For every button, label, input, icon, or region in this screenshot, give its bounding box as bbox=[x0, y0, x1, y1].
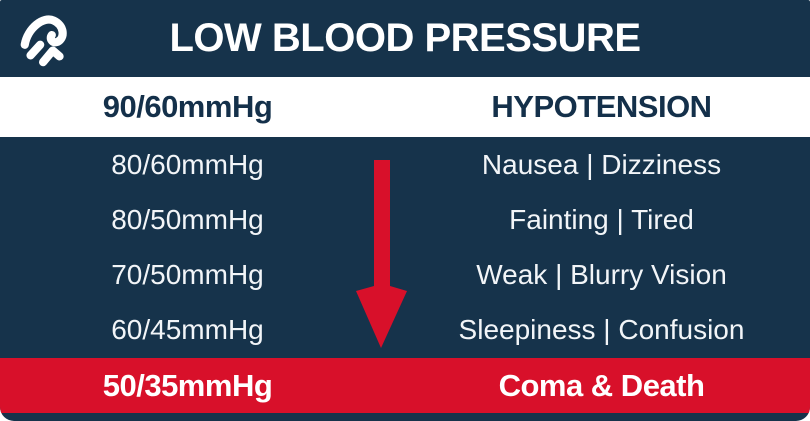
bp-reading: 70/50mmHg bbox=[111, 259, 264, 291]
page-title: LOW BLOOD PRESSURE bbox=[169, 16, 641, 60]
bp-reading: 60/45mmHg bbox=[111, 314, 264, 346]
bp-symptoms: Weak | Blurry Vision bbox=[476, 259, 727, 291]
threshold-label: HYPOTENSION bbox=[491, 89, 712, 124]
symptom-rows: 80/60mmHg Nausea | Dizziness 80/50mmHg F… bbox=[0, 137, 810, 358]
bp-reading: 80/50mmHg bbox=[111, 203, 264, 235]
header: LOW BLOOD PRESSURE bbox=[0, 0, 810, 77]
bp-symptoms: Nausea | Dizziness bbox=[481, 148, 722, 180]
danger-label: Coma & Death bbox=[498, 367, 705, 403]
table-row: 70/50mmHg Weak | Blurry Vision bbox=[0, 248, 810, 303]
table-row: 80/50mmHg Fainting | Tired bbox=[0, 192, 810, 247]
danger-band: 50/35mmHg Coma & Death bbox=[0, 358, 810, 413]
bp-symptoms: Fainting | Tired bbox=[509, 203, 694, 235]
table-row: 80/60mmHg Nausea | Dizziness bbox=[0, 137, 810, 192]
brand-logo-icon bbox=[17, 7, 75, 67]
threshold-band: 90/60mmHg HYPOTENSION bbox=[0, 77, 810, 137]
bp-symptoms: Sleepiness | Confusion bbox=[458, 314, 745, 346]
table-row: 60/45mmHg Sleepiness | Confusion bbox=[0, 303, 810, 358]
down-arrow-icon bbox=[349, 158, 413, 350]
bp-reading: 80/60mmHg bbox=[111, 148, 264, 180]
danger-reading: 50/35mmHg bbox=[102, 367, 273, 403]
threshold-reading: 90/60mmHg bbox=[102, 89, 273, 124]
